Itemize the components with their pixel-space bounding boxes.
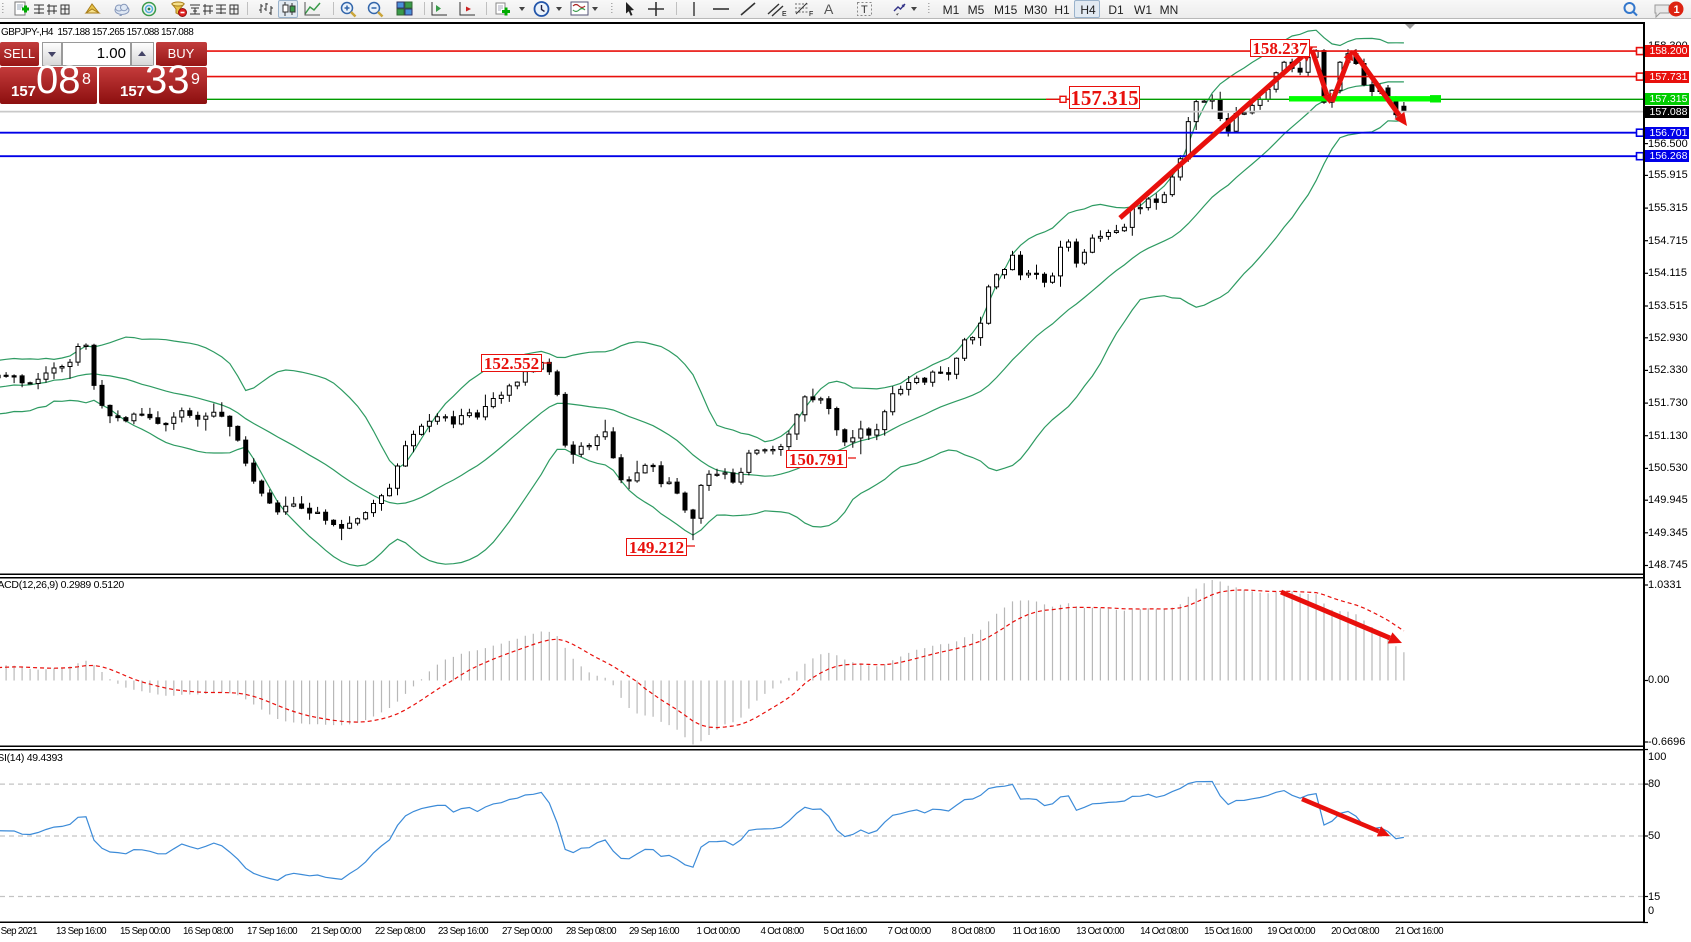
- svg-text:1: 1: [1674, 4, 1680, 16]
- svg-text:E: E: [782, 11, 787, 18]
- svg-text:T: T: [861, 4, 868, 16]
- svg-text:F: F: [809, 11, 813, 18]
